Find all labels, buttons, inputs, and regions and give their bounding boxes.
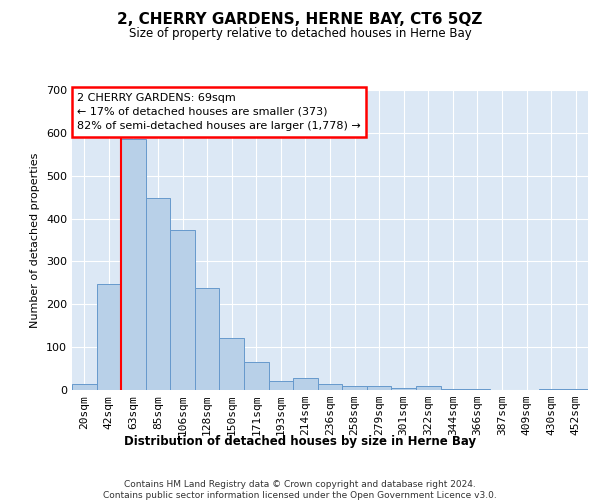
Bar — [220, 338, 244, 390]
Bar — [563, 389, 588, 390]
Text: Size of property relative to detached houses in Herne Bay: Size of property relative to detached ho… — [128, 28, 472, 40]
Bar — [440, 388, 465, 390]
Y-axis label: Number of detached properties: Number of detached properties — [31, 152, 40, 328]
Bar — [391, 388, 416, 390]
Bar — [269, 380, 293, 390]
Bar — [97, 284, 121, 390]
Bar — [170, 230, 195, 390]
Bar — [146, 198, 170, 390]
Text: 2, CHERRY GARDENS, HERNE BAY, CT6 5QZ: 2, CHERRY GARDENS, HERNE BAY, CT6 5QZ — [118, 12, 482, 28]
Bar — [539, 388, 563, 390]
Bar — [342, 386, 367, 390]
Bar — [195, 288, 220, 390]
Bar — [465, 389, 490, 390]
Bar — [318, 384, 342, 390]
Text: Contains public sector information licensed under the Open Government Licence v3: Contains public sector information licen… — [103, 491, 497, 500]
Text: Distribution of detached houses by size in Herne Bay: Distribution of detached houses by size … — [124, 435, 476, 448]
Bar — [293, 378, 318, 390]
Text: 2 CHERRY GARDENS: 69sqm
← 17% of detached houses are smaller (373)
82% of semi-d: 2 CHERRY GARDENS: 69sqm ← 17% of detache… — [77, 93, 361, 131]
Bar — [244, 362, 269, 390]
Text: Contains HM Land Registry data © Crown copyright and database right 2024.: Contains HM Land Registry data © Crown c… — [124, 480, 476, 489]
Bar — [367, 386, 391, 390]
Bar — [72, 384, 97, 390]
Bar — [416, 386, 440, 390]
Bar — [121, 140, 146, 390]
